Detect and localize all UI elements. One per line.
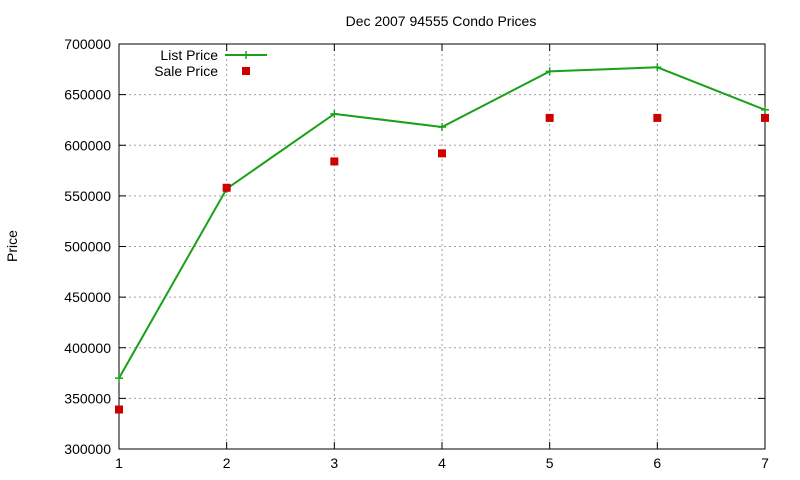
x-tick-label: 7 <box>761 455 769 471</box>
y-tick-label: 550000 <box>64 188 111 204</box>
list-price-point <box>115 374 123 383</box>
y-axis-label: Price <box>4 230 20 262</box>
y-tick-label: 400000 <box>64 340 111 356</box>
sale-price-point <box>115 405 123 414</box>
legend-label: Sale Price <box>154 63 218 79</box>
list-price-line <box>118 66 766 379</box>
grid <box>119 44 765 449</box>
list-price-point <box>330 109 339 118</box>
sale-price-point <box>438 149 446 158</box>
legend-label: List Price <box>160 47 218 63</box>
legend-swatch-square <box>242 67 250 75</box>
list-price-point <box>653 63 662 72</box>
y-tick-label: 350000 <box>64 390 111 406</box>
y-tick-label: 650000 <box>64 87 111 103</box>
x-tick-label: 5 <box>546 455 554 471</box>
y-tick-label: 300000 <box>64 441 111 457</box>
series <box>115 63 769 414</box>
x-tick-label: 3 <box>330 455 338 471</box>
y-tick-label: 700000 <box>64 36 111 52</box>
y-tick-label: 600000 <box>64 137 111 153</box>
legend-swatch-cross <box>242 51 250 59</box>
y-tick-label: 450000 <box>64 289 111 305</box>
x-tick-label: 4 <box>438 455 446 471</box>
list-price-point <box>545 67 554 76</box>
sale-price-point <box>330 157 339 166</box>
x-tick-label: 6 <box>653 455 661 471</box>
list-price-point <box>761 105 769 114</box>
sale-price-point <box>653 113 662 122</box>
sale-price-point <box>222 183 231 192</box>
chart-title: Dec 2007 94555 Condo Prices <box>346 13 537 29</box>
sale-price-point <box>761 113 769 122</box>
x-tick-label: 1 <box>115 455 123 471</box>
list-price-point <box>438 123 446 132</box>
x-tick-label: 2 <box>223 455 231 471</box>
sale-price-point <box>545 113 554 122</box>
y-tick-label: 500000 <box>64 239 111 255</box>
axes: 300000 350000 400000 450000 500000 550000 6000… <box>64 36 769 471</box>
